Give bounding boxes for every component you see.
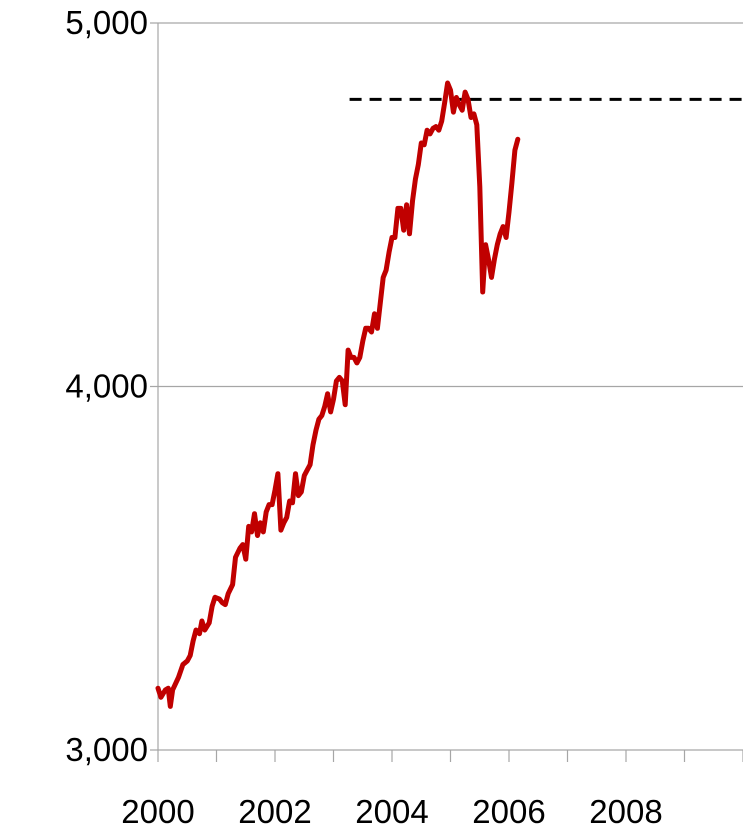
- series-group: [155, 80, 521, 709]
- y-tick-label: 3,000: [65, 731, 148, 768]
- y-tick-label: 5,000: [65, 4, 148, 41]
- gridlines: [150, 22, 743, 751]
- series-line: [155, 80, 521, 709]
- x-tick-label: 2004: [355, 793, 428, 830]
- x-tick-label: 2006: [472, 793, 545, 830]
- x-tick-label: 2000: [121, 793, 194, 830]
- tick-labels: 3,000 4,000 5,000 2000 2002 2004 2006 2008: [65, 4, 662, 830]
- y-tick-label: 4,000: [65, 368, 148, 405]
- x-tick-label: 2008: [589, 793, 662, 830]
- x-tick-label: 2002: [238, 793, 311, 830]
- axes: [157, 23, 743, 762]
